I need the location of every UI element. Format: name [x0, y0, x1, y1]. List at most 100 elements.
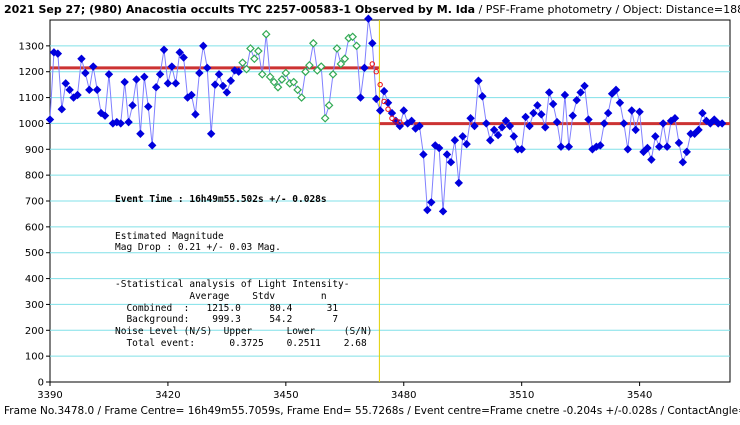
data-point [257, 69, 267, 79]
data-point [572, 95, 581, 105]
data-point [238, 58, 247, 68]
data-point [92, 85, 102, 95]
fit-point [385, 106, 391, 112]
data-point [242, 64, 251, 74]
data-point [706, 119, 715, 128]
data-point [470, 121, 479, 131]
data-point [151, 83, 161, 92]
data-point [615, 98, 625, 107]
data-point [136, 129, 145, 138]
data-point [607, 89, 617, 98]
data-point [375, 106, 385, 115]
data-point [462, 139, 471, 149]
data-point [195, 68, 204, 78]
data-point [674, 138, 684, 148]
data-point [372, 94, 381, 104]
data-point [269, 77, 279, 87]
data-point [639, 147, 648, 157]
x-tick-label: 3510 [509, 390, 534, 401]
data-point [368, 39, 377, 48]
data-point [493, 130, 503, 140]
y-tick-label: 900 [25, 145, 44, 156]
data-point [85, 85, 94, 95]
data-point [214, 70, 224, 79]
data-point [273, 82, 283, 92]
data-point [560, 90, 570, 100]
data-point [486, 136, 495, 145]
data-point [120, 77, 129, 87]
y-tick-label: 1300 [19, 41, 44, 52]
data-point [61, 79, 70, 88]
data-point [171, 79, 180, 88]
y-tick-label: 1200 [19, 67, 44, 78]
data-point [399, 106, 408, 115]
data-point [533, 101, 542, 110]
data-point [474, 76, 483, 85]
title-meta: / PSF-Frame photometry / Object: Distanc… [475, 3, 740, 16]
fit-point [373, 69, 379, 75]
data-point [450, 136, 460, 145]
data-point [73, 90, 82, 100]
fit-point [397, 119, 403, 125]
data-point [234, 67, 243, 76]
data-point [246, 44, 255, 53]
data-point [116, 119, 125, 128]
data-point [265, 72, 275, 82]
data-point [140, 72, 149, 82]
data-point [155, 70, 165, 79]
y-tick-label: 200 [25, 326, 44, 337]
data-point [427, 198, 436, 207]
data-point [387, 108, 397, 118]
stats-header: -Statistical analysis of Light Intensity… [115, 279, 350, 290]
data-point [564, 142, 574, 151]
data-point [364, 14, 373, 23]
title-main: 2021 Sep 27; (980) Anacostia occults TYC… [4, 3, 476, 16]
data-point [336, 59, 346, 69]
data-point [144, 102, 153, 111]
data-point [454, 178, 463, 188]
data-point [694, 125, 703, 135]
data-point [584, 115, 593, 124]
data-point [293, 85, 302, 95]
noise-total-event: Total event: 0.3725 0.2511 2.68 [115, 338, 367, 349]
y-tick-label: 800 [25, 171, 44, 182]
data-point [187, 90, 196, 100]
data-point [619, 119, 629, 128]
data-point [631, 125, 640, 135]
y-tick-label: 0 [38, 378, 44, 389]
data-point [222, 88, 232, 97]
x-tick-label: 3450 [273, 390, 298, 401]
data-point [647, 155, 656, 164]
data-point [611, 85, 621, 95]
data-point [65, 85, 74, 95]
x-tick-label: 3540 [627, 390, 652, 401]
data-point [556, 142, 566, 151]
data-point [253, 46, 263, 56]
data-point [191, 110, 200, 119]
data-point [517, 145, 526, 154]
data-point [580, 81, 589, 91]
data-point [289, 77, 299, 87]
data-point [297, 93, 306, 102]
data-point [128, 101, 137, 110]
x-tick-label: 3480 [391, 390, 416, 401]
data-point [305, 60, 314, 70]
y-tick-label: 400 [25, 274, 44, 285]
x-tick-label: 3390 [37, 390, 62, 401]
data-point [548, 99, 558, 109]
data-point [45, 115, 55, 124]
data-point [482, 119, 491, 128]
data-point [332, 44, 342, 53]
y-tick-label: 600 [25, 222, 44, 233]
event-time-label: Event Time : 16h49m55.502s +/- 0.028s [115, 194, 327, 205]
data-point [442, 150, 452, 159]
data-point [81, 68, 90, 78]
grid-lines [49, 19, 731, 383]
chart-title: 2021 Sep 27; (980) Anacostia occults TYC… [4, 3, 740, 16]
data-point [600, 119, 609, 128]
mag-drop-label: Mag Drop : 0.21 +/- 0.03 Mag. [115, 242, 281, 253]
y-tick-label: 700 [25, 197, 44, 208]
data-point [395, 121, 405, 131]
data-point [717, 119, 727, 128]
data-point [356, 93, 365, 102]
